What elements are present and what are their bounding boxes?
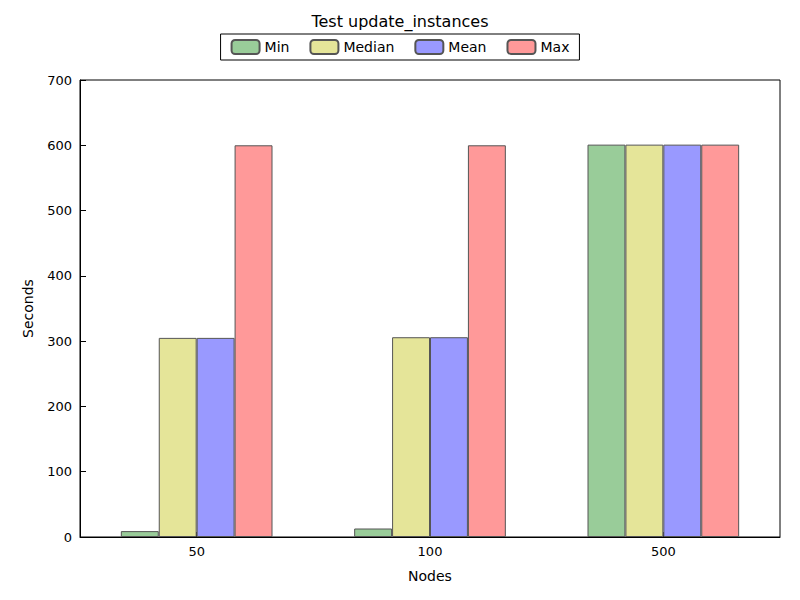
svg-text:Test update_instances: Test update_instances	[310, 12, 488, 32]
svg-text:0: 0	[64, 530, 72, 545]
svg-text:100: 100	[418, 544, 443, 559]
svg-text:Median: Median	[343, 39, 394, 55]
svg-text:500: 500	[651, 544, 676, 559]
svg-text:200: 200	[47, 399, 72, 414]
svg-text:600: 600	[47, 138, 72, 153]
svg-text:Nodes: Nodes	[408, 568, 452, 584]
svg-text:300: 300	[47, 334, 72, 349]
svg-text:700: 700	[47, 73, 72, 88]
svg-text:50: 50	[188, 544, 205, 559]
svg-text:Max: Max	[540, 39, 569, 55]
svg-text:Min: Min	[265, 39, 290, 55]
svg-text:400: 400	[47, 268, 72, 283]
svg-text:Seconds: Seconds	[20, 279, 36, 338]
svg-text:Mean: Mean	[448, 39, 486, 55]
svg-text:100: 100	[47, 464, 72, 479]
svg-text:500: 500	[47, 203, 72, 218]
